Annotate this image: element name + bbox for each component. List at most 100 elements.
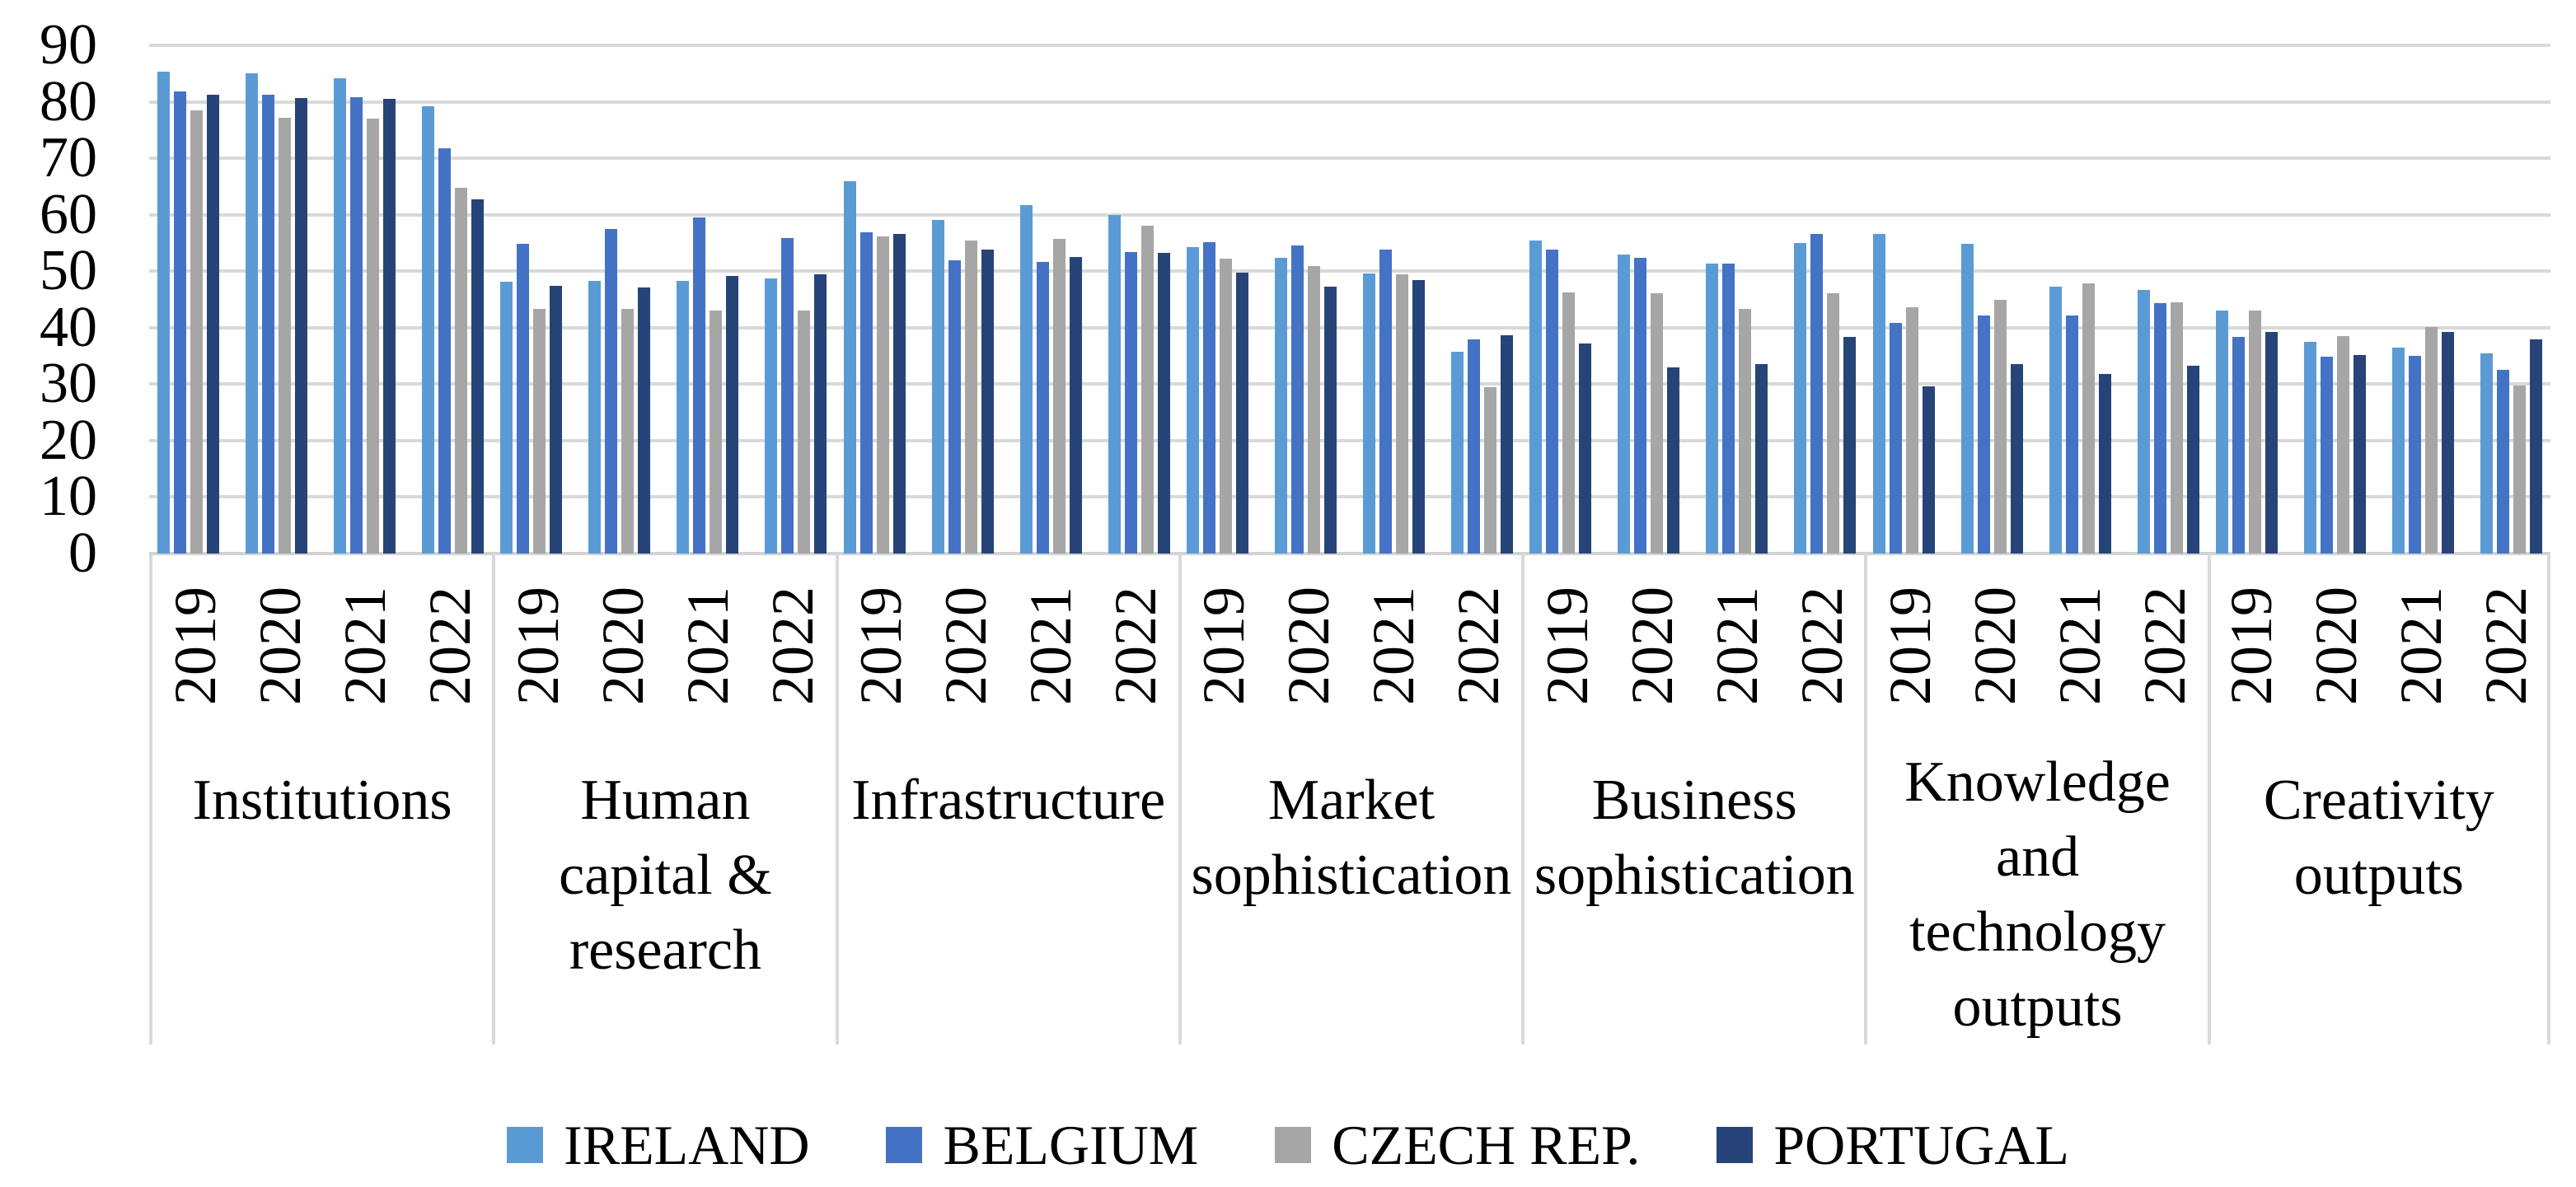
bar-group-2021: [1019, 45, 1082, 554]
year-slot: 2019: [2218, 586, 2285, 761]
bar-belgium: [174, 91, 187, 554]
legend-swatch-portugal: [1717, 1127, 1754, 1163]
bar-portugal: [1843, 336, 1857, 554]
bar-ireland: [334, 77, 347, 554]
bar-group-2022: [2137, 45, 2199, 554]
year-slot: 2022: [759, 586, 826, 761]
bar-belgium: [1290, 245, 1304, 554]
year-label: 2021: [674, 586, 741, 705]
bar-czech-rep: [190, 110, 204, 554]
bar-group-2022: [422, 45, 485, 554]
bar-portugal: [295, 97, 308, 554]
year-slot: 2021: [2047, 586, 2114, 743]
category-cell-human-capital-research: 2019 2020 2021 2022 Human capital & research: [492, 554, 835, 1044]
bar-group-2019: [500, 45, 563, 554]
y-axis-tick-label: 70: [40, 126, 97, 190]
legend-label: CZECH REP.: [1332, 1114, 1641, 1176]
bar-ireland: [246, 72, 259, 554]
year-labels-row: 2019 2020 2021 2022: [839, 554, 1178, 761]
bar-group-2021: [334, 45, 396, 554]
year-label: 2019: [1191, 586, 1258, 705]
bar-group-2020: [1960, 45, 2023, 554]
category-label-line: capital &: [559, 844, 772, 907]
gridline: [149, 44, 2550, 47]
bar-belgium: [1036, 261, 1049, 554]
year-slot: 2020: [1276, 586, 1342, 761]
bar-belgium: [1722, 263, 1735, 554]
y-axis-tick-label: 80: [40, 69, 97, 133]
bar-czech-rep: [1483, 387, 1496, 554]
bar-czech-rep: [621, 309, 635, 554]
bar-belgium: [1546, 249, 1559, 554]
bar-portugal: [1323, 287, 1337, 554]
year-slot: 2021: [332, 586, 398, 761]
legend-swatch-czech-rep: [1275, 1127, 1312, 1163]
year-label: 2022: [759, 586, 826, 705]
year-label: 2021: [2047, 586, 2114, 705]
bar-belgium: [948, 259, 961, 554]
category-label-line: Human: [580, 769, 751, 832]
bar-group-2019: [1529, 45, 1592, 554]
bar-belgium: [1202, 242, 1215, 554]
category-label-line: Knowledge: [1904, 750, 2171, 814]
bar-portugal: [2265, 331, 2278, 554]
category-cell-infrastructure: 2019 2020 2021 2022 Infrastructure: [835, 554, 1178, 1044]
bar-czech-rep: [1993, 299, 2007, 554]
bar-belgium: [350, 97, 363, 554]
year-labels-row: 2019 2020 2021 2022: [1867, 554, 2207, 743]
year-label: 2021: [1361, 586, 1427, 705]
bar-portugal: [550, 286, 563, 554]
category-bars-market-sophistication: [1178, 45, 1521, 554]
year-slot: 2022: [1103, 586, 1169, 761]
gridline: [149, 157, 2550, 161]
bar-portugal: [1667, 367, 1680, 554]
bar-belgium: [1124, 251, 1137, 554]
year-label: 2019: [2218, 586, 2285, 705]
bar-czech-rep: [2170, 301, 2183, 554]
bar-belgium: [2408, 356, 2421, 554]
bar-belgium: [859, 231, 873, 554]
year-slot: 2020: [1619, 586, 1685, 761]
bar-belgium: [693, 217, 706, 554]
year-slot: 2022: [1445, 586, 1511, 761]
bar-ireland: [1108, 214, 1121, 554]
bar-portugal: [638, 287, 651, 554]
bar-czech-rep: [1219, 259, 1232, 554]
bar-belgium: [2153, 303, 2166, 554]
bar-portugal: [471, 199, 485, 554]
bar-ireland: [422, 106, 435, 554]
bar-portugal: [814, 274, 827, 554]
bar-group-2022: [2480, 45, 2542, 554]
bar-group-2021: [2049, 45, 2111, 554]
bar-ireland: [843, 180, 856, 554]
year-label: 2020: [2303, 586, 2370, 705]
year-label: 2019: [162, 586, 228, 705]
bar-belgium: [517, 244, 530, 554]
year-slot: 2019: [162, 586, 228, 761]
gridline: [149, 382, 2550, 386]
gridline: [149, 213, 2550, 217]
bar-ireland: [1362, 273, 1375, 554]
bar-group-2019: [1872, 45, 1935, 554]
bar-czech-rep: [1395, 274, 1408, 554]
bar-portugal: [207, 94, 220, 554]
bar-group-2021: [677, 45, 739, 554]
year-slot: 2020: [933, 586, 999, 761]
year-label: 2022: [416, 586, 483, 705]
category-label-line: Institutions: [192, 769, 452, 832]
bar-ireland: [1450, 351, 1464, 554]
year-label: 2020: [1276, 586, 1342, 705]
legend-item-portugal: PORTUGAL: [1717, 1117, 2069, 1173]
bar-portugal: [1922, 386, 1935, 554]
bar-ireland: [677, 280, 690, 554]
bar-portugal: [2010, 364, 2023, 554]
year-slot: 2021: [2388, 586, 2454, 761]
bar-czech-rep: [533, 309, 546, 554]
year-slot: 2020: [1962, 586, 2028, 743]
legend-item-czech-rep: CZECH REP.: [1275, 1117, 1640, 1173]
y-axis-tick-label: 90: [40, 13, 97, 77]
bar-czech-rep: [1562, 292, 1576, 554]
bar-group-2020: [1274, 45, 1337, 554]
bar-belgium: [1810, 233, 1824, 554]
